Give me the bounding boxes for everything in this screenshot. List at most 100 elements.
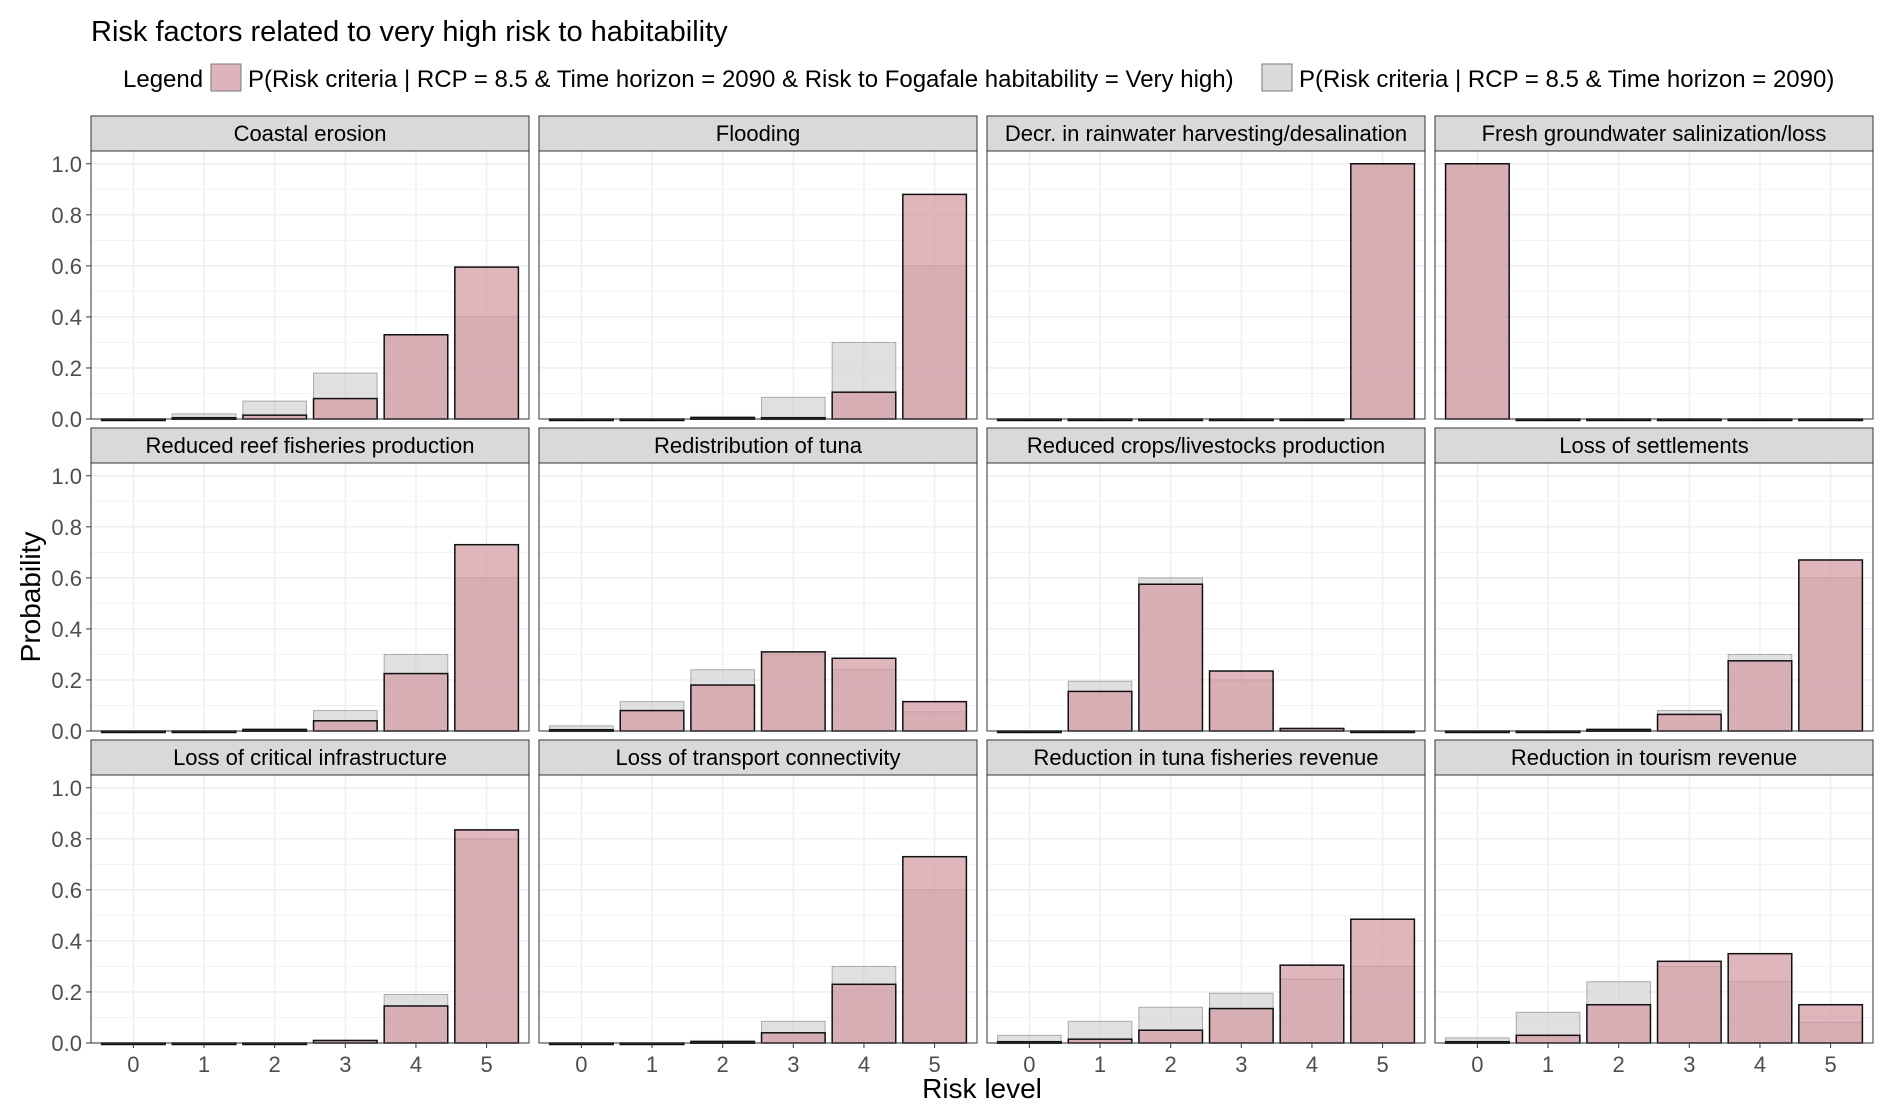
panel: Reduced crops/livestocks production xyxy=(986,427,1426,734)
facet-strip xyxy=(90,427,530,464)
bar-conditional xyxy=(1656,960,1722,1044)
x-tick-label: 5 xyxy=(1376,1052,1388,1077)
bar-conditional xyxy=(1138,1029,1204,1044)
legend-label-baseline: P(Risk criteria | RCP = 8.5 & Time horiz… xyxy=(1299,66,1834,93)
plot-area xyxy=(987,463,1425,731)
x-tick-label: 1 xyxy=(1542,1052,1554,1077)
facet-title: Reduction in tuna fisheries revenue xyxy=(1034,745,1379,770)
facet-panels: Coastal erosion 0.0 0.2 0.4 0.6 0.8 1.0 Floodin… xyxy=(51,115,1874,1077)
facet-strip xyxy=(1434,739,1874,776)
bar-conditional xyxy=(1727,660,1793,732)
panel-border xyxy=(1434,462,1874,732)
bar-conditional xyxy=(383,334,449,420)
legend-label-conditional: P(Risk criteria | RCP = 8.5 & Time horiz… xyxy=(248,66,1234,93)
panel: Loss of critical infrastructure 0.0 0.2 0.4… xyxy=(51,739,530,1077)
panel-border xyxy=(538,150,978,420)
panel-border xyxy=(1434,774,1874,1044)
bar-conditional xyxy=(760,651,826,732)
bar-conditional xyxy=(454,543,520,732)
y-tick-label: 1.0 xyxy=(51,152,82,177)
facet-strip xyxy=(986,739,1426,776)
panel: Flooding xyxy=(538,115,978,422)
y-tick-label: 0.2 xyxy=(51,668,82,693)
bar-conditional xyxy=(831,657,897,732)
facet-title: Redistribution of tuna xyxy=(654,433,863,458)
bar-conditional xyxy=(454,829,520,1044)
bar-conditional xyxy=(1138,583,1204,732)
facet-strip xyxy=(90,739,530,776)
y-axis-label: Probability xyxy=(15,532,46,663)
bar-conditional xyxy=(760,1032,826,1044)
facet-title: Coastal erosion xyxy=(234,121,387,146)
x-tick-label: 3 xyxy=(339,1052,351,1077)
facet-strip xyxy=(90,115,530,152)
bar-conditional xyxy=(831,983,897,1044)
facet-strip xyxy=(538,115,978,152)
panel-border xyxy=(538,462,978,732)
x-tick-label: 3 xyxy=(1683,1052,1695,1077)
bar-conditional xyxy=(831,391,897,420)
x-tick-label: 5 xyxy=(928,1052,940,1077)
legend-key-baseline xyxy=(1261,63,1293,92)
bar-conditional xyxy=(1727,952,1793,1044)
x-axis-label: Risk level xyxy=(922,1073,1042,1104)
bar-conditional xyxy=(1067,690,1133,732)
panel-border xyxy=(986,462,1426,732)
y-tick-label: 0.2 xyxy=(51,356,82,381)
panel-border xyxy=(90,150,530,420)
bar-conditional xyxy=(1444,163,1510,420)
bar-conditional xyxy=(902,855,968,1044)
bar-conditional xyxy=(1279,964,1345,1044)
facet-title: Flooding xyxy=(716,121,800,146)
panel: Reduced reef fisheries production 0.0 0.2 0… xyxy=(51,427,530,744)
bar-conditional xyxy=(312,720,378,732)
bar-conditional xyxy=(902,700,968,732)
x-tick-label: 4 xyxy=(410,1052,422,1077)
bar-conditional xyxy=(242,414,308,420)
legend: Legend P(Risk criteria | RCP = 8.5 & Tim… xyxy=(123,63,1834,93)
panel: Loss of settlements xyxy=(1434,427,1874,734)
y-tick-label: 0.6 xyxy=(51,878,82,903)
bar-baseline xyxy=(761,396,826,420)
y-tick-label: 0.0 xyxy=(51,407,82,432)
y-tick-label: 0.4 xyxy=(51,305,82,330)
bar-conditional xyxy=(1798,559,1864,732)
bar-conditional xyxy=(383,1005,449,1044)
x-tick-label: 0 xyxy=(1471,1052,1483,1077)
panel-border xyxy=(90,462,530,732)
y-tick-label: 0.8 xyxy=(51,203,82,228)
panel: Reduction in tourism revenue 0 1 2 3 4 5 xyxy=(1434,739,1874,1077)
bar-conditional xyxy=(1656,713,1722,732)
bar-conditional xyxy=(312,397,378,420)
panel-border xyxy=(90,774,530,1044)
bar-conditional xyxy=(454,266,520,420)
bar-conditional xyxy=(619,709,685,732)
bar-conditional xyxy=(1350,163,1416,420)
y-tick-label: 0.2 xyxy=(51,980,82,1005)
plot-area xyxy=(539,463,977,731)
bar-conditional xyxy=(1586,1003,1652,1044)
panel-border xyxy=(1434,150,1874,420)
facet-strip xyxy=(1434,115,1874,152)
x-tick-label: 5 xyxy=(1824,1052,1836,1077)
plot-area xyxy=(1435,775,1873,1043)
x-tick-label: 2 xyxy=(1613,1052,1625,1077)
legend-key-conditional xyxy=(210,63,242,92)
facet-title: Loss of settlements xyxy=(1559,433,1749,458)
x-tick-label: 4 xyxy=(1306,1052,1318,1077)
facet-title: Reduced reef fisheries production xyxy=(146,433,475,458)
panel: Redistribution of tuna xyxy=(538,427,978,732)
y-tick-label: 0.0 xyxy=(51,719,82,744)
x-tick-label: 0 xyxy=(127,1052,139,1077)
bar-conditional xyxy=(383,672,449,732)
bar-conditional xyxy=(1798,1003,1864,1044)
panel: Reduction in tuna fisheries revenue 0 1 2 3 4… xyxy=(986,739,1426,1077)
x-tick-label: 1 xyxy=(646,1052,658,1077)
panel: Loss of transport connectivity 0 1 2 3 4 5 xyxy=(538,739,978,1077)
panel: Decr. in rainwater harvesting/desalinati… xyxy=(986,115,1426,422)
bar-conditional xyxy=(1067,1038,1133,1044)
x-tick-label: 3 xyxy=(1235,1052,1247,1077)
facet-title: Loss of transport connectivity xyxy=(616,745,901,770)
panel: Fresh groundwater salinization/loss xyxy=(1434,115,1874,422)
y-tick-label: 1.0 xyxy=(51,464,82,489)
